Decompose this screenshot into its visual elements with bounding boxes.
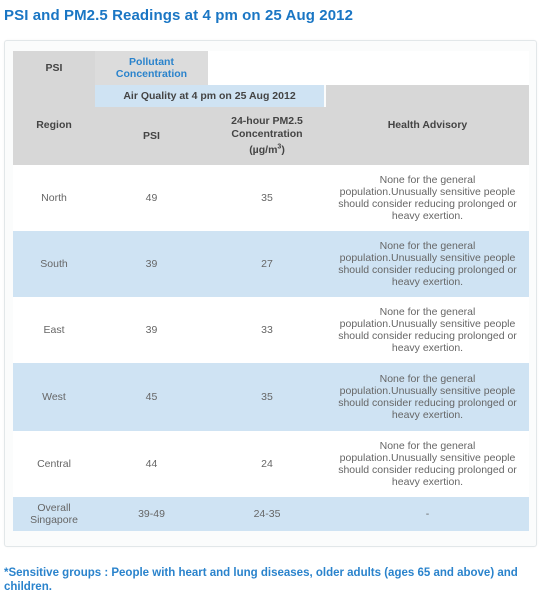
psi-cell: 39 [145,324,158,336]
legend-pollutant: Pollutant Concentration [95,51,208,85]
pm25-cell: 24 [261,458,273,470]
advisory-cell: None for the general population.Unusuall… [338,306,517,354]
pm25-cell: 33 [261,324,273,336]
region-cell: East [43,324,65,336]
region-cell: Central [37,458,71,470]
table-row-central: Central 44 24 None for the general popul… [13,431,529,497]
legend-pollutant-line1: Pollutant [129,56,174,68]
legend-psi: PSI [13,51,95,85]
pm25-cell: 35 [261,192,273,204]
pm25-header-line1: 24-hour PM2.5 [231,114,303,127]
pm25-cell: 27 [261,258,273,270]
legend-spacer [326,51,529,85]
legend-pollutant-line2: Concentration [115,68,188,80]
psi-cell: 49 [145,192,158,204]
legend-row: PSI Pollutant Concentration [13,51,529,85]
psi-cell: 45 [145,391,158,403]
page-title: PSI and PM2.5 Readings at 4 pm on 25 Aug… [4,7,354,24]
psi-cell: 44 [145,458,158,470]
pm25-cell: 24-35 [253,508,281,520]
advisory-cell: None for the general population.Unusuall… [338,174,517,222]
region-cell: West [42,391,66,403]
health-advisory-header: Health Advisory [326,85,529,165]
pm25-header: 24-hour PM2.5 Concentration (µg/m3) [208,107,326,165]
advisory-cell: None for the general population.Unusuall… [338,240,517,288]
psi-cell: 39 [145,258,158,270]
pm25-unit: (µg/m3) [249,143,285,157]
legend-spacer [208,51,326,85]
advisory-cell: - [425,508,430,520]
psi-header: PSI [95,107,208,165]
region-cell: North [41,192,67,204]
pm25-header-line2: Concentration [231,127,303,140]
table-row-south: South 39 27 None for the general populat… [13,231,529,297]
sensitive-groups-footnote: *Sensitive groups : People with heart an… [4,567,518,593]
air-quality-header: Air Quality at 4 pm on 25 Aug 2012 [95,85,326,107]
pm25-cell: 35 [261,391,273,403]
region-cell: Overall Singapore [13,497,95,531]
readings-table: PSI Pollutant Concentration Region Air Q… [13,51,529,531]
table-row-east: East 39 33 None for the general populati… [13,297,529,363]
psi-cell: 39-49 [138,508,165,520]
advisory-cell: None for the general population.Unusuall… [338,440,517,488]
region-header: Region [13,85,95,165]
overall-line1: Overall [37,502,71,514]
overall-line2: Singapore [30,514,78,526]
table-row-west: West 45 35 None for the general populati… [13,363,529,431]
table-row-overall: Overall Singapore 39-49 24-35 - [13,497,529,531]
region-cell: South [40,258,68,270]
readings-panel: PSI Pollutant Concentration Region Air Q… [4,40,537,547]
header-row-2: PSI 24-hour PM2.5 Concentration (µg/m3) [13,107,529,165]
table-row-north: North 49 35 None for the general populat… [13,165,529,231]
header-row-1: Region Air Quality at 4 pm on 25 Aug 201… [13,85,529,165]
advisory-cell: None for the general population.Unusuall… [338,373,517,421]
